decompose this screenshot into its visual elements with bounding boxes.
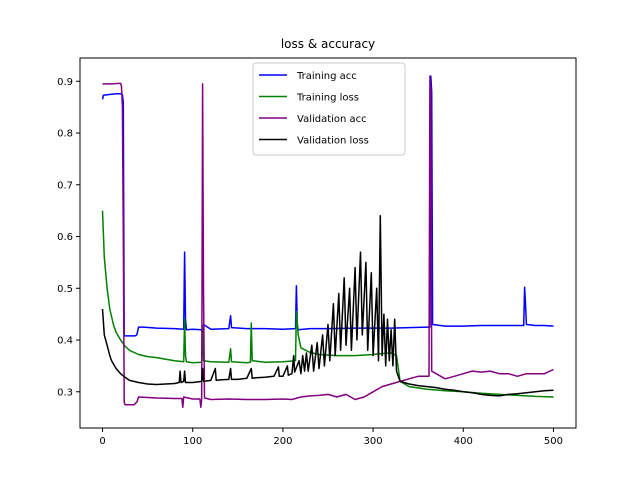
y-tick-label: 0.7 [57,180,73,191]
x-tick-label: 300 [364,436,383,447]
legend-label: Training acc [296,71,357,82]
plot-frame [79,57,577,429]
legend-box [252,62,406,156]
series-line-training-acc [101,75,554,337]
x-tick-label: 500 [544,436,563,447]
series-line-validation-acc [102,75,554,409]
legend: Training acc Training loss Validation acc V… [252,62,406,156]
y-tick-label: 0.6 [57,232,73,243]
series-line-validation-loss [101,215,554,397]
y-tick-label: 0.4 [57,336,73,347]
y-tick-label: 0.8 [57,129,73,140]
y-axis: 0.3 0.4 0.5 0.6 0.7 0.8 0.9 [57,77,80,398]
legend-label: Training loss [296,93,359,104]
legend-label: Validation loss [297,136,369,147]
y-tick-label: 0.9 [57,77,73,88]
x-tick-label: 100 [183,436,202,447]
x-axis: 0 100 200 300 400 500 [99,428,563,447]
y-tick-label: 0.3 [57,387,73,398]
x-tick-label: 0 [99,436,105,447]
x-tick-label: 200 [273,436,292,447]
series-line-training-loss [101,210,554,398]
legend-label: Validation acc [297,114,367,125]
series-layer [101,75,554,409]
chart-title: loss & accuracy [281,37,375,51]
y-tick-label: 0.5 [57,284,73,295]
x-tick-label: 400 [454,436,473,447]
